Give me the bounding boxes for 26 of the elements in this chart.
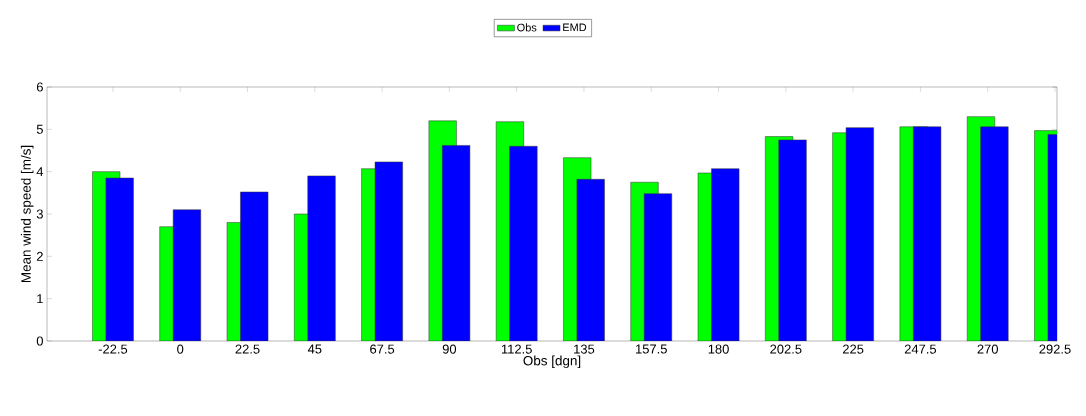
- x-tick-label: 180: [708, 344, 729, 354]
- x-tick-label: 202.5: [770, 344, 802, 354]
- y-tick-label: 0: [36, 336, 43, 346]
- x-tick-label: 0: [177, 344, 184, 354]
- legend-label: EMD: [563, 23, 587, 32]
- x-tick-label: 270: [977, 344, 998, 354]
- y-axis-title: Mean wind speed [m/s]: [20, 145, 34, 283]
- x-tick-label: 45: [307, 344, 322, 354]
- y-tick-label: 6: [36, 82, 43, 92]
- legend-label: Obs: [517, 23, 537, 32]
- x-tick-label: 225: [842, 344, 864, 354]
- x-tick-label: 112.5: [501, 344, 532, 354]
- x-axis-title: Obs [dgn]: [523, 355, 581, 369]
- x-tick-label: 67.5: [370, 344, 395, 354]
- y-tick-label: 4: [36, 167, 44, 177]
- y-tick-label: 1: [37, 294, 43, 304]
- x-tick-label: 22.5: [235, 344, 260, 354]
- x-tick-label: 157.5: [636, 344, 667, 354]
- y-tick-label: 5: [36, 124, 43, 134]
- x-tick-label: 135: [574, 344, 595, 354]
- x-tick-label: 247.5: [904, 344, 937, 354]
- y-tick-label: 3: [36, 209, 43, 219]
- x-tick-label: -22.5: [98, 344, 128, 354]
- x-tick-label: 292.5: [1039, 344, 1071, 354]
- y-tick-label: 2: [36, 251, 43, 261]
- x-tick-label: 90: [442, 344, 457, 354]
